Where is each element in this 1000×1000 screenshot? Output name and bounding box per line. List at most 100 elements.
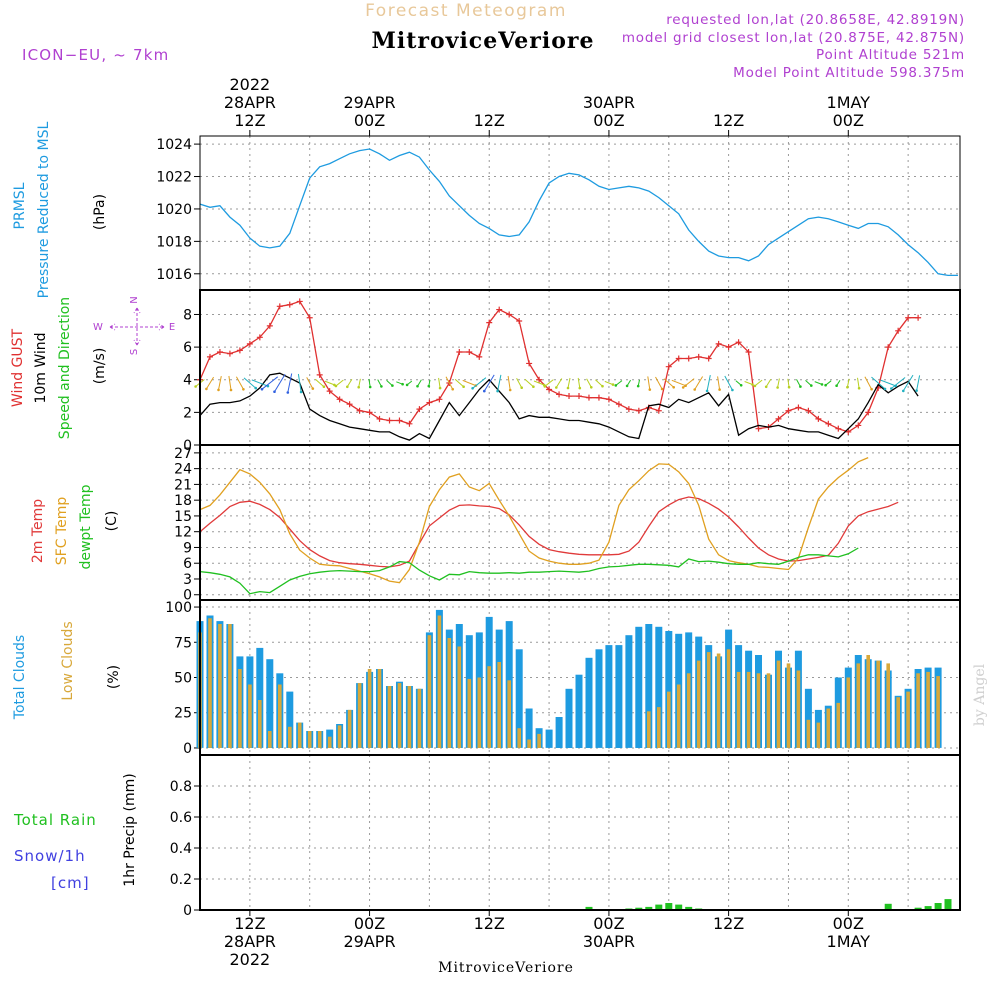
y-tick-label: 1022 bbox=[156, 170, 192, 186]
wind-arrow-head bbox=[496, 389, 499, 393]
wind-arrow-head bbox=[217, 388, 220, 392]
y-tick-label: 0.6 bbox=[170, 810, 192, 826]
wind-direction-arrow bbox=[438, 377, 441, 389]
total-cloud-bar bbox=[605, 645, 613, 748]
gust-marker bbox=[905, 314, 912, 321]
low-cloud-bar bbox=[377, 669, 382, 748]
top-time-label: 29APR bbox=[344, 93, 396, 112]
top-time-label: 12Z bbox=[713, 111, 744, 130]
series-line-10m-wind bbox=[199, 372, 919, 441]
gust-marker bbox=[675, 355, 682, 362]
bottom-time-label: 00Z bbox=[833, 914, 864, 933]
low-cloud-bar bbox=[228, 624, 232, 748]
y-tick-label: 0.2 bbox=[170, 872, 192, 888]
gust-marker bbox=[546, 386, 553, 393]
wind-arrow-head bbox=[520, 386, 523, 390]
wind-direction-arrow bbox=[368, 378, 371, 388]
y-tick-label: 27 bbox=[174, 446, 192, 462]
low-cloud-bar bbox=[776, 660, 781, 748]
wind-direction-arrow bbox=[483, 374, 495, 392]
wind-arrow-head bbox=[334, 384, 338, 388]
gust-marker bbox=[715, 340, 722, 347]
low-cloud-bar bbox=[936, 676, 940, 748]
wind-arrow-head bbox=[438, 386, 442, 390]
gust-marker bbox=[665, 363, 672, 370]
y-tick-label: 4 bbox=[183, 373, 192, 389]
y-tick-label: 1020 bbox=[156, 202, 192, 218]
wind-arrow-head bbox=[286, 391, 290, 394]
top-time-label: 00Z bbox=[593, 111, 624, 130]
y-tick-label: 2 bbox=[183, 405, 192, 421]
rain-bar bbox=[635, 907, 643, 910]
low-cloud-bar bbox=[736, 671, 741, 748]
rain-bar bbox=[655, 904, 663, 910]
gust-marker bbox=[655, 407, 662, 414]
wind-arrow-head bbox=[451, 387, 455, 391]
wind-arrow-head bbox=[391, 384, 394, 387]
panel-frame bbox=[199, 289, 961, 446]
wind-direction-arrow bbox=[647, 376, 651, 390]
wind-arrow-head bbox=[915, 389, 918, 392]
wind-direction-arrow bbox=[228, 375, 232, 391]
gust-marker bbox=[755, 425, 762, 432]
low-cloud-bar bbox=[297, 722, 302, 748]
gust-marker bbox=[845, 428, 852, 435]
low-cloud-bar bbox=[507, 680, 511, 748]
pressure-unit: (hPa) bbox=[92, 194, 108, 230]
wind-direction-arrow bbox=[814, 381, 823, 385]
wind-direction-arrow bbox=[717, 376, 721, 390]
gust-marker bbox=[236, 347, 243, 354]
gust-marker bbox=[526, 360, 533, 367]
bottom-time-label: 30APR bbox=[583, 932, 635, 951]
series-line-2m-temp bbox=[199, 496, 899, 568]
low-cloud-bar bbox=[786, 663, 791, 748]
wind-direction-arrow bbox=[555, 378, 563, 388]
wind-direction-arrow bbox=[335, 379, 344, 387]
wind-arrow-head bbox=[705, 389, 709, 393]
wind-direction-arrow bbox=[880, 379, 896, 387]
low-cloud-bar bbox=[208, 618, 212, 748]
total-cloud-bar bbox=[655, 626, 663, 748]
y-tick-label: 1018 bbox=[156, 234, 192, 250]
wind-direction-arrow bbox=[274, 374, 286, 392]
y-tick-label: 6 bbox=[183, 556, 192, 572]
wind-arrow-head bbox=[718, 388, 721, 391]
low-cloud-bar bbox=[307, 731, 312, 748]
wind-direction-arrow bbox=[777, 378, 780, 388]
low-cloud-bar bbox=[487, 666, 491, 748]
wind-arrow-head bbox=[820, 383, 824, 386]
wind-direction-arrow bbox=[754, 379, 763, 387]
wind-arrow-head bbox=[508, 388, 512, 392]
low-cloud-bar bbox=[726, 649, 731, 748]
wind-arrow-head bbox=[322, 385, 326, 389]
wind-label: 10m Wind bbox=[33, 332, 49, 403]
low-cloud-bar bbox=[856, 663, 861, 748]
low-cloud-bar bbox=[248, 684, 252, 748]
bottom-time-label: 2022 bbox=[230, 950, 271, 969]
gust-marker bbox=[815, 415, 822, 422]
wind-arrow-head bbox=[299, 390, 303, 394]
wind-arrow-head bbox=[205, 387, 208, 391]
wind-arrow-head bbox=[471, 387, 474, 390]
wind-arrow-head bbox=[648, 388, 652, 391]
rain-bar bbox=[645, 906, 653, 910]
gust-marker bbox=[486, 319, 493, 326]
wind-arrow-head bbox=[427, 384, 431, 388]
wind-direction-arrow bbox=[595, 379, 603, 387]
total-cloud-bar bbox=[645, 624, 653, 748]
sfc-temp-label: SFC Temp bbox=[54, 497, 70, 566]
total-rain-label: Total Rain bbox=[13, 811, 97, 829]
wind-direction-arrow bbox=[524, 378, 534, 388]
gust-label: Wind GUST bbox=[10, 328, 26, 407]
temp2m-label: 2m Temp bbox=[30, 499, 46, 563]
wind-direction-arrow bbox=[454, 378, 464, 388]
total-cloud-bar bbox=[665, 631, 673, 748]
low-cloud-bar bbox=[647, 711, 651, 748]
total-cloud-bar bbox=[256, 647, 264, 748]
gust-marker bbox=[396, 417, 403, 424]
bottom-time-label: 29APR bbox=[344, 932, 396, 951]
wind-arrow-head bbox=[764, 385, 768, 389]
gust-marker bbox=[336, 396, 343, 403]
wind-arrow-head bbox=[787, 385, 791, 389]
low-cloud-bar bbox=[706, 652, 711, 748]
